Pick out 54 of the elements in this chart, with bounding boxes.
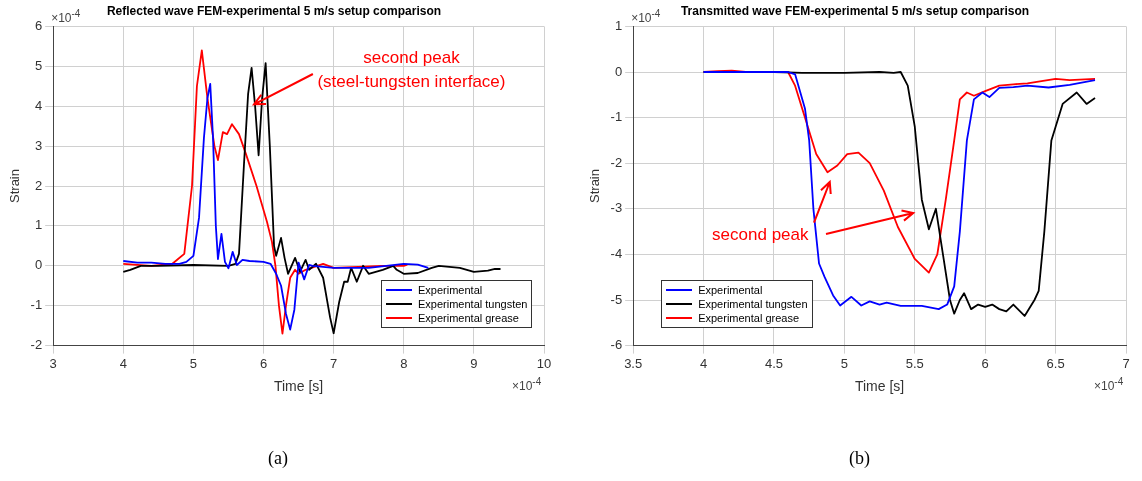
y-tick-label: 5 [34, 57, 43, 73]
legend-label: Experimental grease [698, 311, 800, 324]
legend-label: Experimental [418, 283, 483, 296]
annotation: second peak [363, 48, 460, 69]
x-tick-label: 4 [119, 355, 127, 371]
legend-label: Experimental [698, 283, 763, 296]
text: ×10$^{-4}$ [512, 375, 542, 393]
y-tick-label: 1 [614, 17, 623, 33]
annotation: (steel-tungsten interface) [317, 72, 506, 93]
y-axis-title: Strain [587, 169, 603, 203]
x-tick-label: 6.5 [1046, 355, 1065, 371]
x-tick-label: 6 [259, 355, 268, 371]
text: (a) [268, 448, 288, 469]
legend-label: Experimental grease [418, 311, 519, 324]
x-tick-label: 5 [189, 355, 198, 371]
text: ×10$^{-4}$ [631, 8, 661, 26]
y-tick-label: 0 [34, 257, 43, 273]
x-tick-label: 9 [470, 355, 478, 371]
legend-label: Experimental tungsten [698, 297, 808, 310]
y-tick-label: 1 [34, 217, 43, 233]
y-tick-label: 2 [34, 177, 43, 193]
y-tick-label: -2 [610, 154, 623, 170]
x-tick-label: 5.5 [905, 355, 924, 371]
y-tick-label: -1 [30, 297, 43, 313]
text: ×10$^{-4}$ [51, 8, 81, 26]
y-tick-label: -3 [610, 200, 623, 216]
y-tick-label: 0 [614, 63, 623, 79]
text: ×10$^{-4}$ [1094, 375, 1124, 393]
x-tick-label: 3 [49, 355, 57, 371]
x-tick-label: 4 [699, 355, 708, 371]
y-tick-label: -4 [610, 245, 623, 261]
x-tick-label: 7 [330, 355, 338, 371]
y-tick-label: 4 [34, 97, 43, 113]
x-axis-title: Time [s] [854, 378, 905, 395]
chart-title: Reflected wave FEM-experimental 5 m/s setup comparison [106, 3, 442, 18]
y-tick-label: -2 [30, 337, 43, 353]
x-tick-label: 3.5 [624, 355, 643, 371]
x-tick-label: 10 [536, 355, 552, 371]
y-tick-label: -5 [610, 291, 623, 307]
annotation: second peak [712, 225, 809, 246]
y-tick-label: -1 [610, 109, 623, 125]
text: (b) [849, 448, 870, 469]
x-tick-label: 5 [840, 355, 848, 371]
y-axis-title: Strain [7, 169, 23, 203]
y-tick-label: 3 [34, 137, 43, 153]
legend-label: Experimental tungsten [418, 297, 528, 310]
chart-title: Transmitted wave FEM-experimental 5 m/s setup comparison [680, 3, 1030, 18]
x-tick-label: 4.5 [764, 355, 784, 371]
x-tick-label: 8 [400, 355, 408, 371]
x-tick-label: 6 [981, 355, 989, 371]
x-axis-title: Time [s] [273, 378, 324, 395]
y-tick-label: -6 [610, 337, 623, 353]
y-tick-label: 6 [34, 17, 43, 33]
x-tick-label: 7 [1122, 355, 1130, 371]
